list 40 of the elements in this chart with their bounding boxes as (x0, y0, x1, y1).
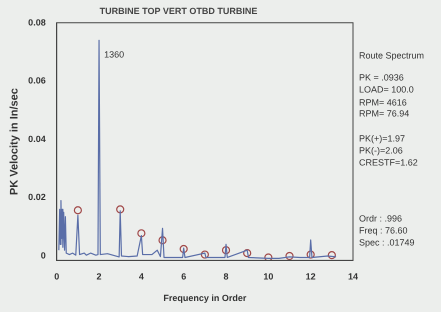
point (222, 246, 230, 254)
point (264, 253, 272, 260)
text: RPM= 4616 (359, 97, 407, 108)
point (74, 206, 82, 214)
chart-title: TURBINE TOP VERT OTBD TURBINE (100, 6, 258, 16)
text: CRESTF=1.62 (359, 157, 418, 168)
point (328, 251, 336, 260)
x-tick-label: 10 (263, 271, 274, 282)
text: Spec : .01749 (359, 237, 415, 248)
y-tick-label: 0.02 (28, 192, 46, 202)
x-tick-label: 8 (224, 271, 229, 282)
x-tick-label: 2 (96, 271, 102, 282)
text: PK(+)=1.97 (359, 133, 406, 144)
text: RPM= 76.94 (359, 108, 410, 118)
text: PK(-)=2.06 (359, 145, 403, 156)
y-tick-label: 0.08 (28, 17, 46, 28)
y-tick-label: 0.04 (28, 134, 46, 144)
point (243, 249, 252, 258)
point (306, 250, 315, 259)
text: PK = .0936 (359, 72, 404, 82)
point (158, 236, 167, 244)
y-tick-label: 0 (40, 250, 46, 261)
x-tick-label: 6 (181, 271, 186, 282)
x-tick-label: 12 (306, 271, 316, 282)
text: Freq : 76.60 (359, 225, 408, 236)
x-tick-label: 0 (54, 271, 60, 282)
text: LOAD= 100.0 (359, 84, 414, 94)
y-tick-label: 0.06 (28, 76, 46, 86)
x-tick-label: 14 (348, 271, 358, 282)
annotation: 1360 (104, 49, 124, 60)
x-tick-label: 4 (138, 271, 144, 282)
x-axis-title: Frequency in Order (163, 293, 247, 304)
y-axis-title: PK Velocity in In/sec (8, 88, 21, 196)
point (285, 252, 294, 260)
text: Route Spectrum (359, 50, 424, 60)
point (116, 205, 124, 214)
point (137, 229, 146, 238)
point (200, 250, 209, 259)
text: Ordr : .996 (359, 213, 402, 224)
point (180, 244, 188, 254)
